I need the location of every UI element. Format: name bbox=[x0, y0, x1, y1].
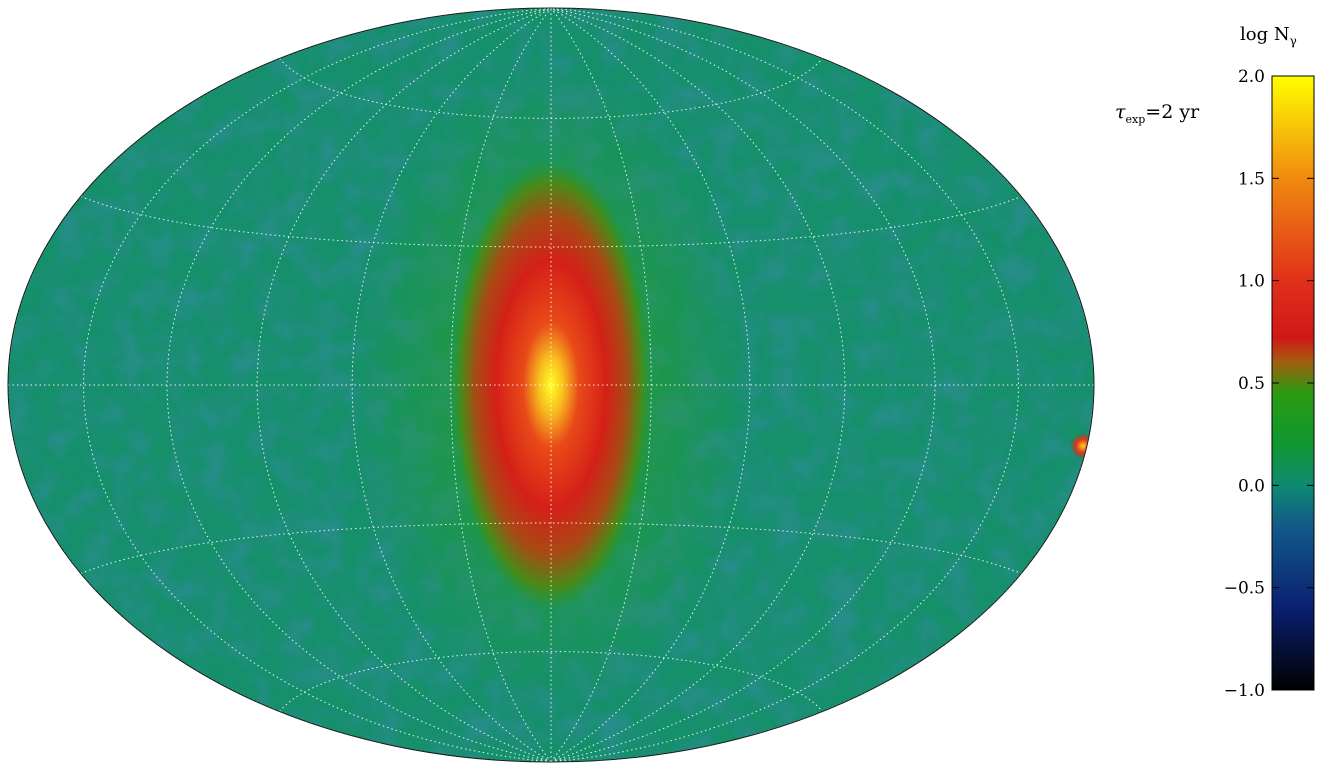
point-source bbox=[1070, 433, 1094, 459]
meridian-line bbox=[550, 8, 751, 762]
colorbar-tick-label: −1.0 bbox=[1224, 681, 1265, 701]
meridian-line bbox=[550, 8, 652, 762]
colorbar-title-subscript: γ bbox=[1290, 34, 1297, 48]
parallel-line bbox=[279, 651, 823, 712]
colorbar-tick-label: 1.0 bbox=[1238, 272, 1265, 292]
colorbar: log Nγ −1.0 −0.5 0.0 0.5 1.0 1.5 2.0 bbox=[1224, 24, 1315, 701]
central-emission bbox=[451, 160, 651, 610]
colorbar-tick-label: 0.5 bbox=[1238, 374, 1265, 394]
colorbar-ticks: −1.0 −0.5 0.0 0.5 1.0 1.5 2.0 bbox=[1224, 67, 1314, 701]
colorbar-tick-label: −0.5 bbox=[1224, 579, 1265, 599]
colorbar-tick-label: 2.0 bbox=[1238, 67, 1265, 87]
tau-annotation: τexp=2 yr bbox=[1115, 101, 1200, 126]
meridian-line bbox=[351, 8, 552, 762]
tau-symbol: τ bbox=[1115, 101, 1126, 123]
graticule bbox=[8, 8, 1094, 762]
parallel-line bbox=[279, 58, 823, 119]
colorbar-title: log Nγ bbox=[1240, 24, 1297, 48]
tau-value: =2 yr bbox=[1145, 101, 1200, 123]
colorbar-tick-label: 0.0 bbox=[1238, 476, 1265, 496]
sky-map-border bbox=[7, 7, 1095, 763]
colorbar-tick-label: 1.5 bbox=[1238, 169, 1265, 189]
colorbar-title-prefix: log N bbox=[1240, 24, 1290, 45]
meridian-line bbox=[166, 8, 552, 762]
meridian-line bbox=[450, 8, 552, 762]
sky-map bbox=[7, 7, 1095, 763]
tau-subscript: exp bbox=[1126, 113, 1146, 126]
meridian-line bbox=[550, 8, 846, 762]
